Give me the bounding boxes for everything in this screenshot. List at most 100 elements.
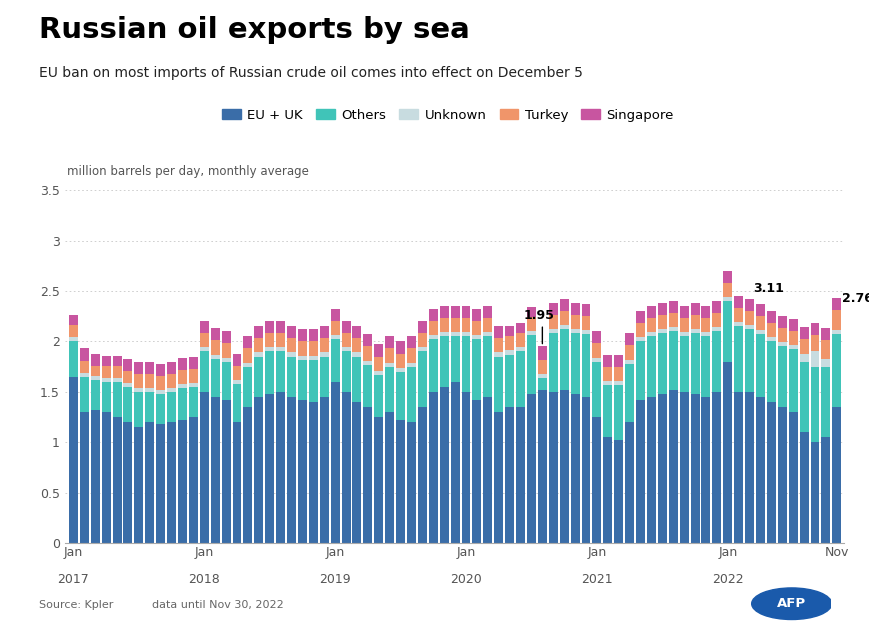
Bar — [755, 334, 764, 397]
Text: 2.76: 2.76 — [841, 291, 869, 305]
Bar — [472, 339, 481, 400]
Bar — [222, 343, 230, 358]
Bar — [342, 351, 350, 392]
Bar — [145, 374, 154, 388]
Bar — [210, 341, 219, 354]
Bar — [156, 424, 165, 543]
Bar — [287, 397, 295, 543]
Bar — [265, 348, 274, 351]
Bar — [472, 309, 481, 321]
Bar — [112, 356, 122, 366]
Bar — [320, 338, 328, 353]
Bar — [570, 329, 579, 333]
Bar — [472, 335, 481, 339]
Bar — [690, 315, 699, 329]
Bar — [580, 330, 590, 334]
Bar — [320, 397, 328, 543]
Bar — [592, 417, 600, 543]
Bar — [679, 336, 688, 392]
Bar — [548, 329, 557, 333]
Bar — [647, 318, 655, 333]
Circle shape — [751, 588, 831, 620]
Bar — [461, 336, 470, 392]
Bar — [320, 353, 328, 356]
Bar — [733, 392, 742, 543]
Bar — [744, 329, 753, 392]
Bar — [156, 376, 165, 390]
Bar — [69, 338, 78, 341]
Bar — [134, 361, 143, 374]
Bar — [614, 367, 622, 381]
Bar — [222, 400, 230, 543]
Bar — [755, 316, 764, 330]
Bar — [690, 394, 699, 543]
Bar — [657, 315, 666, 329]
Bar — [363, 407, 372, 543]
Bar — [537, 346, 547, 359]
Bar — [363, 361, 372, 364]
Bar — [112, 366, 122, 378]
Bar — [668, 331, 677, 390]
Bar — [548, 333, 557, 392]
Bar — [210, 397, 219, 543]
Bar — [275, 333, 285, 348]
Bar — [254, 353, 263, 356]
Bar — [657, 333, 666, 394]
Bar — [189, 356, 197, 369]
Bar — [178, 420, 187, 543]
Bar — [90, 410, 100, 543]
Bar — [832, 407, 840, 543]
Bar — [167, 392, 176, 422]
Bar — [189, 369, 197, 383]
Bar — [134, 388, 143, 392]
Bar — [275, 348, 285, 351]
Bar — [537, 374, 547, 378]
Bar — [134, 392, 143, 427]
Bar — [395, 420, 405, 543]
Bar — [625, 422, 634, 543]
Bar — [222, 331, 230, 343]
Bar — [287, 356, 295, 397]
Bar — [428, 309, 437, 321]
Bar — [527, 307, 535, 317]
Bar — [690, 303, 699, 315]
Bar — [580, 304, 590, 316]
Bar — [363, 334, 372, 346]
Bar — [112, 382, 122, 417]
Bar — [123, 387, 132, 422]
Bar — [123, 359, 132, 371]
Bar — [232, 384, 242, 422]
Bar — [374, 371, 383, 374]
Bar — [614, 385, 622, 440]
Bar — [90, 366, 100, 376]
Bar — [799, 432, 807, 543]
Bar — [700, 397, 710, 543]
Bar — [700, 336, 710, 397]
Bar — [527, 317, 535, 331]
Bar — [385, 412, 394, 543]
Bar — [625, 333, 634, 346]
Bar — [494, 412, 502, 543]
Bar — [614, 381, 622, 385]
Bar — [635, 341, 644, 400]
Bar — [90, 379, 100, 410]
Bar — [777, 328, 786, 343]
Bar — [515, 348, 524, 351]
Bar — [102, 378, 110, 382]
Bar — [363, 364, 372, 407]
Bar — [722, 361, 732, 543]
Bar — [668, 313, 677, 328]
Bar — [200, 333, 209, 348]
Bar — [712, 331, 720, 392]
Bar — [80, 361, 89, 373]
Bar — [395, 372, 405, 420]
Bar — [363, 346, 372, 361]
Bar — [200, 321, 209, 333]
Bar — [232, 354, 242, 366]
Bar — [712, 301, 720, 313]
Bar — [494, 338, 502, 353]
Bar — [374, 356, 383, 371]
Bar — [254, 356, 263, 397]
Bar — [777, 343, 786, 346]
Bar — [112, 378, 122, 382]
